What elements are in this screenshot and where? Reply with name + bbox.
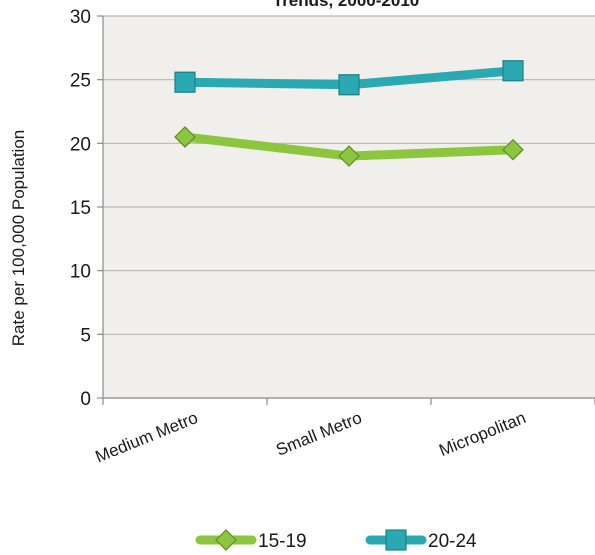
y-axis-title: Rate per 100,000 Population bbox=[9, 130, 28, 346]
y-tick-label: 20 bbox=[70, 134, 91, 155]
data-point-15-19 bbox=[502, 138, 524, 161]
y-tick-label: 15 bbox=[70, 198, 91, 219]
data-point-20-24 bbox=[174, 71, 196, 93]
y-tick-label: 30 bbox=[70, 7, 91, 28]
y-tick-label: 10 bbox=[70, 262, 91, 283]
marker-layer bbox=[174, 60, 524, 167]
x-category-label: Micropolitan bbox=[436, 408, 528, 460]
x-category-label: Medium Metro bbox=[93, 408, 201, 466]
legend-label: 20-24 bbox=[428, 531, 477, 552]
data-point-15-19 bbox=[338, 145, 360, 167]
x-category-label: Small Metro bbox=[273, 408, 364, 460]
y-tick-label: 0 bbox=[80, 389, 91, 410]
legend-label: 15-19 bbox=[258, 531, 307, 552]
legend-marker bbox=[385, 529, 407, 551]
legend-item-20-24: 20-24 bbox=[365, 529, 477, 552]
y-tick-label: 25 bbox=[70, 71, 91, 92]
y-tick-label: 5 bbox=[80, 325, 91, 346]
legend-item-15-19: 15-19 bbox=[195, 529, 307, 552]
legend-marker bbox=[215, 529, 237, 551]
data-point-20-24 bbox=[502, 60, 524, 82]
legend: 15-19 20-24 bbox=[195, 529, 477, 552]
chart-title: Trends, 2000-2010 bbox=[273, 0, 419, 10]
data-point-20-24 bbox=[338, 74, 360, 96]
data-point-15-19 bbox=[174, 126, 196, 148]
axes bbox=[97, 15, 595, 405]
